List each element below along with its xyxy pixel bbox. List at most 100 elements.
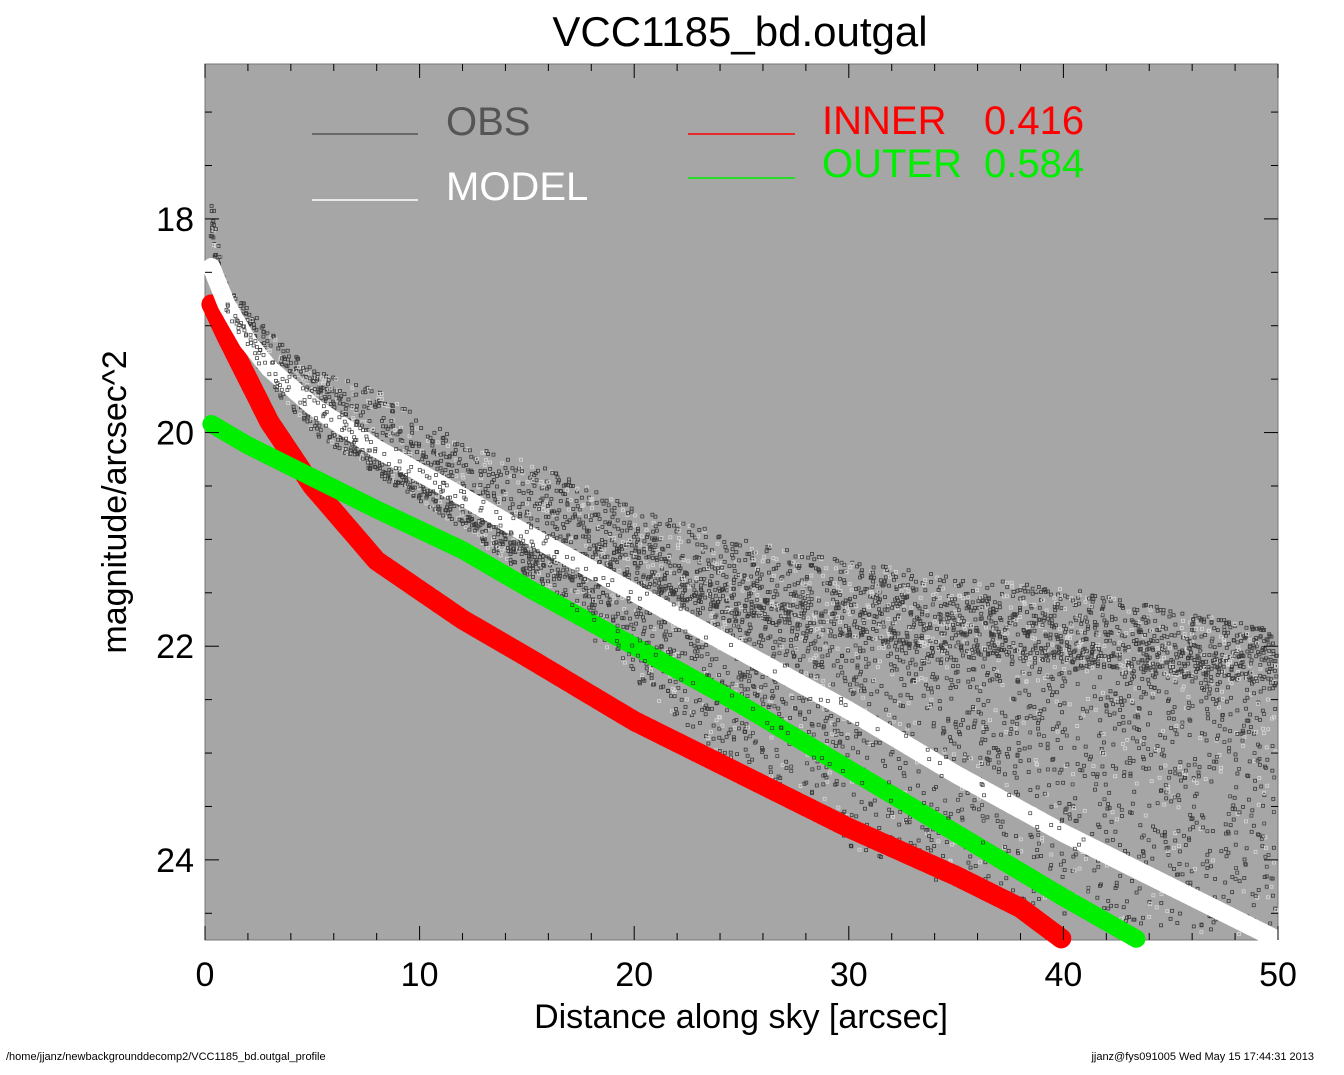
obs-point xyxy=(879,684,884,688)
obs-point xyxy=(429,462,433,467)
obs-point xyxy=(672,694,677,699)
obs-point xyxy=(888,626,893,631)
obs-point xyxy=(864,848,868,853)
obs-point xyxy=(433,499,438,504)
obs-point xyxy=(717,726,722,731)
obs-point xyxy=(832,722,837,727)
obs-point xyxy=(605,645,609,650)
obs-point xyxy=(813,610,818,615)
obs-point xyxy=(478,482,483,487)
obs-point xyxy=(863,678,868,683)
obs-point xyxy=(793,554,798,559)
obs-point xyxy=(874,600,879,605)
obs-point xyxy=(304,375,309,379)
obs-point xyxy=(797,613,802,618)
obs-point xyxy=(709,602,713,607)
obs-point xyxy=(725,628,729,633)
obs-point xyxy=(528,571,533,576)
obs-point xyxy=(907,671,911,676)
obs-point xyxy=(784,548,789,553)
obs-point xyxy=(745,753,750,758)
obs-point xyxy=(804,633,809,638)
obs-point xyxy=(744,736,748,741)
obs-point xyxy=(486,452,490,456)
obs-point xyxy=(731,735,736,740)
obs-point xyxy=(894,587,899,591)
obs-point xyxy=(923,604,928,609)
obs-point xyxy=(872,678,877,683)
obs-point xyxy=(796,581,800,586)
obs-point xyxy=(882,582,887,587)
obs-point xyxy=(831,682,835,687)
obs-point xyxy=(342,392,347,396)
obs-point xyxy=(813,664,817,669)
obs-point xyxy=(814,783,819,788)
obs-point xyxy=(809,673,813,678)
obs-point xyxy=(627,572,631,577)
obs-point xyxy=(454,468,459,473)
obs-point xyxy=(862,620,867,625)
obs-point xyxy=(921,791,926,796)
obs-point xyxy=(791,598,796,602)
obs-point xyxy=(721,616,726,620)
obs-point xyxy=(749,599,754,604)
obs-point xyxy=(405,489,410,494)
obs-point xyxy=(574,499,579,503)
obs-point xyxy=(926,642,930,647)
obs-point xyxy=(592,598,596,603)
obs-point xyxy=(680,554,685,558)
obs-point xyxy=(804,780,809,785)
obs-point xyxy=(438,500,443,504)
obs-point xyxy=(609,538,614,543)
obs-point xyxy=(427,491,432,496)
obs-point xyxy=(903,651,908,656)
obs-point xyxy=(261,324,266,328)
obs-point xyxy=(749,608,754,613)
obs-point xyxy=(890,810,894,815)
obs-point xyxy=(695,542,700,547)
obs-point xyxy=(696,534,701,539)
obs-point xyxy=(721,587,725,592)
obs-point xyxy=(838,627,843,632)
obs-point xyxy=(854,604,859,609)
obs-point xyxy=(549,509,554,514)
obs-point xyxy=(641,629,646,634)
obs-point xyxy=(874,583,879,588)
obs-point xyxy=(281,349,286,354)
obs-point xyxy=(309,426,314,431)
obs-point xyxy=(800,589,805,594)
obs-point xyxy=(351,416,356,420)
obs-point xyxy=(911,625,916,630)
obs-point xyxy=(887,583,891,588)
obs-point xyxy=(909,605,914,610)
obs-point xyxy=(610,515,615,520)
obs-point xyxy=(886,654,891,658)
obs-point xyxy=(743,747,748,752)
obs-point xyxy=(721,593,725,598)
obs-point xyxy=(470,470,475,474)
obs-point xyxy=(878,635,883,640)
obs-point xyxy=(623,502,628,507)
obs-point xyxy=(809,563,814,568)
obs-point xyxy=(720,723,725,728)
obs-point xyxy=(538,479,543,484)
obs-point xyxy=(755,692,760,697)
obs-point xyxy=(527,546,532,551)
obs-point xyxy=(788,569,793,574)
obs-point xyxy=(659,535,664,540)
obs-point xyxy=(775,685,779,690)
obs-point xyxy=(700,542,705,547)
obs-point xyxy=(651,563,656,568)
obs-point xyxy=(790,603,795,608)
obs-point xyxy=(603,540,608,544)
obs-point xyxy=(915,641,919,645)
obs-point xyxy=(326,382,330,387)
obs-point xyxy=(354,383,358,388)
obs-point xyxy=(863,641,868,645)
obs-point xyxy=(608,565,613,569)
obs-point xyxy=(702,529,707,534)
obs-point xyxy=(576,583,581,588)
obs-point xyxy=(520,559,525,564)
obs-point xyxy=(446,443,450,448)
obs-point xyxy=(836,718,840,723)
